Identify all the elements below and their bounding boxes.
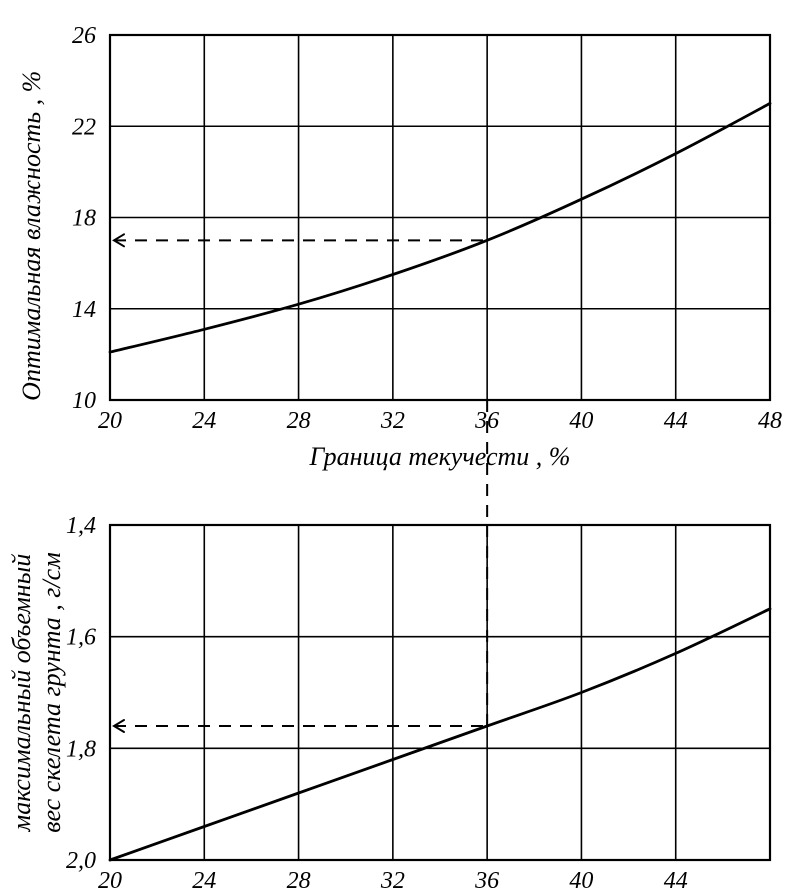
bottom-y-axis-label-2: вес скелета грунта , г/см <box>37 552 66 833</box>
top-x-tick-label: 32 <box>380 408 405 434</box>
chart-canvas: 20 24 28 32 36 40 44 48 10 14 18 22 26 Оптимальная вл… <box>0 0 808 890</box>
top-x-tick-label: 40 <box>569 408 593 434</box>
bottom-y-tick-label: 1,6 <box>66 625 96 651</box>
bottom-y-axis-label-1: максимальный объемный <box>7 554 36 833</box>
bottom-y-tick-label: 1,4 <box>66 513 96 539</box>
bottom-x-tick-label: 44 <box>664 868 688 890</box>
top-y-tick-label: 22 <box>72 114 96 140</box>
bottom-x-tick-label: 24 <box>192 868 216 890</box>
bottom-x-tick-label: 36 <box>474 868 499 890</box>
top-y-tick-label: 14 <box>72 297 96 323</box>
bottom-x-tick-label: 40 <box>569 868 593 890</box>
top-x-tick-label: 28 <box>287 408 311 434</box>
bottom-x-tick-label: 20 <box>98 868 122 890</box>
top-x-axis-label: Граница текучести , % <box>309 442 571 471</box>
top-y-tick-label: 26 <box>72 23 96 49</box>
bottom-x-tick-label: 28 <box>287 868 311 890</box>
top-x-tick-label: 20 <box>98 408 122 434</box>
bottom-x-tick-label: 32 <box>380 868 405 890</box>
bottom-y-tick-label: 1,8 <box>66 736 96 762</box>
top-x-tick-label: 24 <box>192 408 216 434</box>
top-y-tick-label: 18 <box>72 206 96 232</box>
top-y-axis-label: Оптимальная влажность , % <box>17 71 46 401</box>
top-x-tick-label: 48 <box>758 408 782 434</box>
bottom-y-tick-label: 2,0 <box>66 848 96 874</box>
top-y-tick-label: 10 <box>72 388 96 414</box>
top-x-tick-label: 44 <box>664 408 688 434</box>
